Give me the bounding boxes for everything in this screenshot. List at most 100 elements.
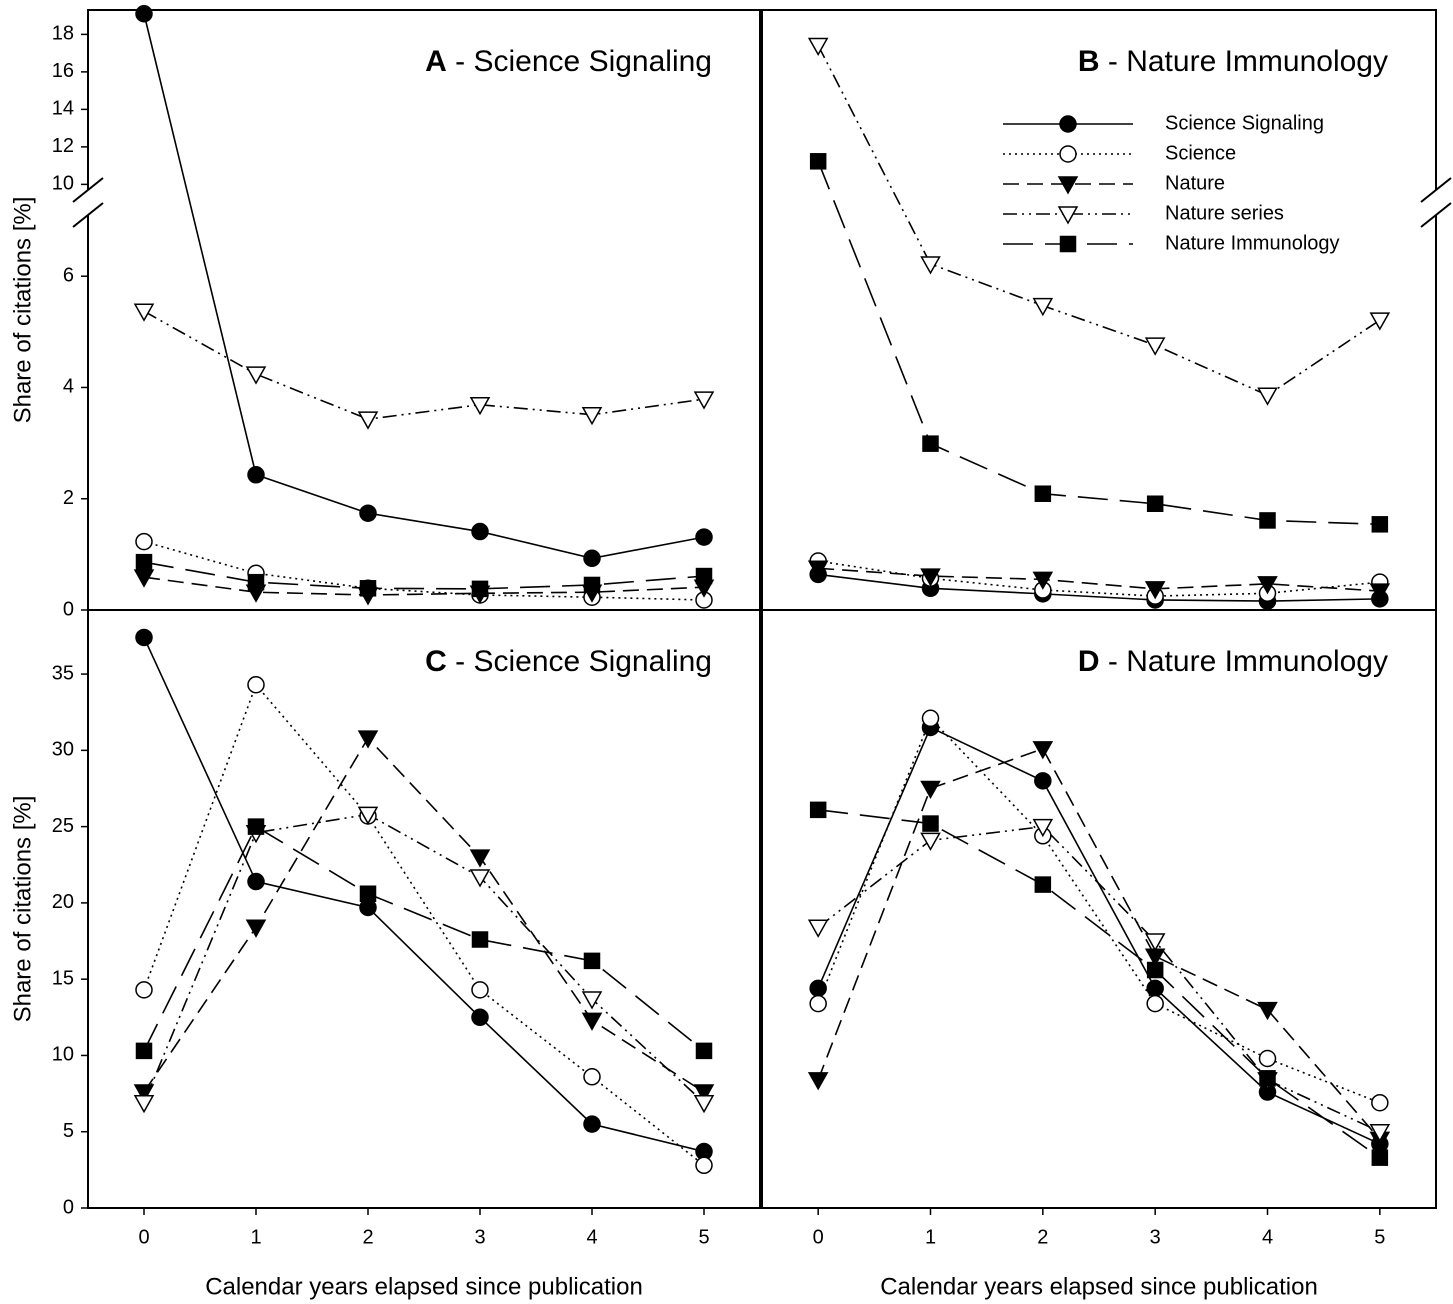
x-tick-label: 3	[474, 1226, 485, 1248]
marker	[1034, 772, 1052, 790]
marker	[1034, 876, 1052, 893]
x-axis-label: Calendar years elapsed since publication	[880, 1273, 1318, 1300]
y-tick-label: 25	[52, 815, 74, 837]
marker	[920, 780, 941, 800]
marker	[920, 256, 941, 275]
marker	[247, 818, 265, 835]
series-line	[143, 310, 705, 420]
axis-break-gap	[1432, 190, 1440, 215]
x-tick-label: 5	[698, 1226, 709, 1248]
y-tick-label: 0	[63, 1196, 74, 1218]
x-tick-label: 0	[813, 1226, 824, 1248]
marker	[1146, 495, 1164, 512]
marker	[1371, 1149, 1389, 1166]
marker	[807, 37, 829, 56]
series-line	[817, 747, 1381, 1140]
marker	[469, 396, 491, 416]
series-line	[817, 825, 1381, 1133]
marker	[1144, 337, 1166, 356]
series-line	[818, 567, 1380, 592]
marker	[583, 549, 601, 568]
x-tick-label: 4	[1262, 1226, 1273, 1248]
x-tick-label: 1	[250, 1226, 261, 1248]
marker	[471, 1008, 489, 1027]
y-tick-label: 2	[63, 487, 74, 509]
series-line	[818, 560, 1380, 597]
legend-label: Nature	[1165, 172, 1225, 194]
marker	[809, 979, 827, 998]
marker	[581, 991, 603, 1010]
marker	[1059, 145, 1077, 163]
marker	[1259, 512, 1276, 529]
marker	[469, 869, 491, 888]
marker	[1369, 1123, 1391, 1143]
marker	[583, 1115, 601, 1133]
series-line	[817, 161, 1380, 526]
marker	[922, 815, 939, 832]
marker	[471, 522, 489, 541]
marker	[1257, 387, 1278, 406]
marker	[695, 1156, 713, 1175]
y-tick-label: 10	[52, 1044, 74, 1066]
marker	[807, 919, 829, 938]
legend-label: Nature series	[1165, 202, 1284, 224]
marker	[920, 832, 941, 851]
marker	[245, 366, 267, 385]
series-line	[143, 813, 705, 1104]
plot-frame	[87, 609, 761, 1209]
marker	[1032, 297, 1054, 317]
marker	[1059, 115, 1077, 133]
marker	[135, 1042, 153, 1060]
series-line	[818, 809, 1381, 1159]
axis-break-mark	[1420, 177, 1452, 203]
marker	[693, 1084, 715, 1103]
y-tick-label: 5	[63, 1120, 74, 1142]
y-tick-label: 0	[63, 598, 74, 620]
y-tick-label: 12	[52, 135, 74, 157]
marker	[1257, 576, 1278, 595]
panel-title: C - Science Signaling	[425, 645, 712, 678]
y-tick-label: 15	[52, 967, 74, 989]
y-tick-label: 18	[52, 23, 74, 45]
marker	[1146, 961, 1164, 979]
marker	[135, 532, 153, 551]
marker	[1259, 1070, 1276, 1087]
series-line	[143, 637, 705, 1153]
x-axis-label: Calendar years elapsed since publication	[205, 1273, 643, 1300]
series-line	[817, 45, 1381, 397]
marker	[1146, 994, 1164, 1013]
axis-break-mark	[72, 177, 104, 203]
marker	[245, 919, 267, 938]
axis-break-gap	[84, 190, 92, 215]
marker	[1258, 1049, 1277, 1068]
y-tick-label: 4	[63, 376, 74, 398]
marker	[1059, 235, 1077, 253]
marker	[357, 806, 379, 825]
marker	[583, 576, 601, 594]
marker	[469, 849, 491, 868]
y-tick-label: 16	[52, 60, 74, 82]
marker	[1057, 206, 1079, 225]
marker	[1369, 312, 1391, 331]
x-tick-label: 0	[138, 1226, 149, 1248]
x-tick-label: 3	[1150, 1226, 1161, 1248]
marker	[1034, 485, 1052, 502]
marker	[807, 1072, 829, 1091]
series-line	[143, 736, 705, 1093]
marker	[581, 406, 603, 426]
y-tick-label: 14	[52, 98, 74, 120]
marker	[133, 1084, 155, 1103]
marker	[809, 994, 827, 1013]
marker	[1369, 583, 1391, 602]
marker	[1032, 571, 1054, 590]
marker	[1144, 933, 1166, 952]
x-tick-label: 5	[1374, 1226, 1385, 1248]
panel-title: D - Nature Immunology	[1077, 645, 1388, 678]
y-tick-label: 10	[52, 173, 74, 195]
marker	[1144, 581, 1166, 600]
marker	[1146, 979, 1164, 998]
marker	[359, 504, 377, 522]
marker	[1057, 176, 1079, 195]
marker	[359, 580, 377, 597]
x-tick-label: 1	[925, 1226, 936, 1248]
